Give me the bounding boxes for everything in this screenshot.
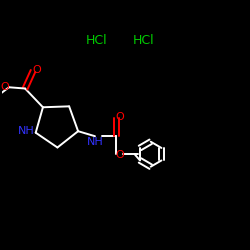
Text: O: O: [116, 150, 124, 160]
Text: O: O: [116, 112, 124, 122]
Text: O: O: [1, 82, 9, 92]
Text: NH: NH: [86, 138, 103, 147]
Text: O: O: [32, 65, 41, 75]
Text: NH: NH: [18, 126, 35, 136]
Text: HCl: HCl: [132, 34, 154, 46]
Text: HCl: HCl: [86, 34, 107, 46]
